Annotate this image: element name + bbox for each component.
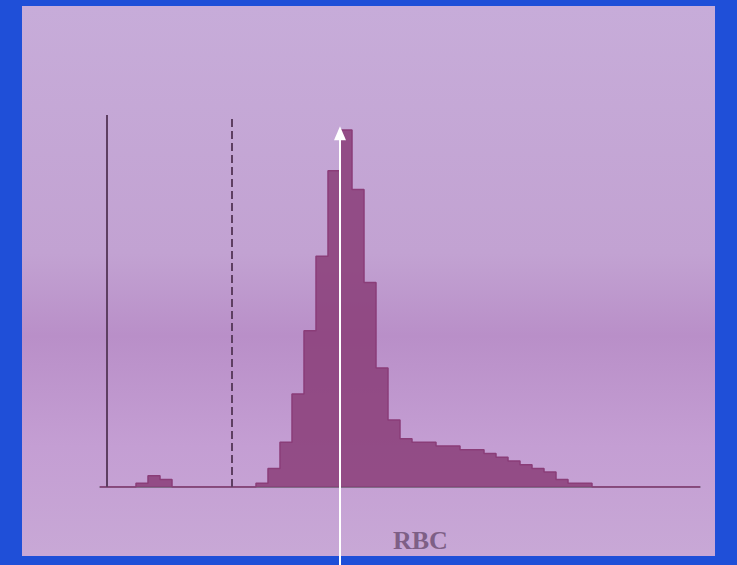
svg-text:RBC: RBC [393, 526, 448, 555]
